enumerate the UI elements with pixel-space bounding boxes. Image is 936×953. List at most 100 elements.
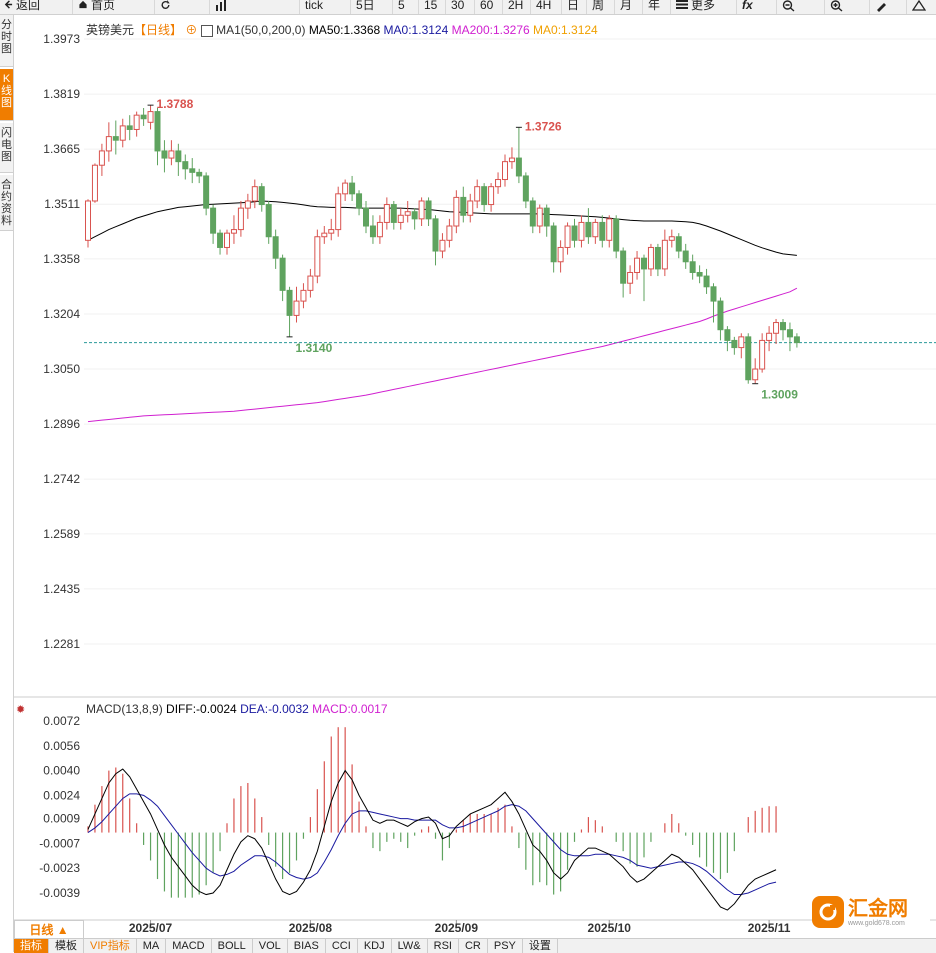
period-button-12[interactable]: 日 xyxy=(567,0,579,14)
candle-body xyxy=(647,246,654,270)
candle-body xyxy=(217,232,224,248)
candle-body xyxy=(773,322,780,334)
period-selector[interactable]: 日线 ▲ xyxy=(14,920,84,940)
candle-body xyxy=(661,239,668,270)
toolbar-label: 返回 xyxy=(16,0,41,12)
sidebar-tab-3[interactable]: 合约资料 xyxy=(0,175,13,231)
period-button-8[interactable]: 30 xyxy=(451,0,464,14)
macd-header: ✹ xyxy=(16,702,25,716)
macd-y-tick-label: -0.0023 xyxy=(39,861,80,875)
back-arrow-button[interactable]: 返回 xyxy=(4,0,40,14)
y-tick-label: 1.3358 xyxy=(43,252,80,266)
target-icon[interactable]: ⊕ xyxy=(185,23,198,37)
candle-body xyxy=(717,300,724,331)
candle-body xyxy=(321,232,328,238)
indicator-tab-1[interactable]: 模板 xyxy=(49,939,84,953)
indicator-tab-7[interactable]: BIAS xyxy=(288,939,326,953)
period-button-6[interactable]: 5 xyxy=(398,0,405,14)
settings-icon[interactable]: ✹ xyxy=(16,704,26,716)
period-button-14[interactable]: 月 xyxy=(620,0,632,14)
candle-body xyxy=(397,214,404,223)
candle-body xyxy=(460,196,467,216)
home-button[interactable]: 首页 xyxy=(78,0,115,14)
indicator-tab-9[interactable]: KDJ xyxy=(358,939,392,953)
candle-body xyxy=(300,289,307,302)
toolbar-separator xyxy=(776,0,777,14)
toolbar-separator xyxy=(736,0,737,14)
period-button-13[interactable]: 周 xyxy=(592,0,604,14)
bar-chart-button[interactable] xyxy=(215,0,229,14)
zoom-out-button[interactable] xyxy=(782,0,795,14)
indicator-tab-11[interactable]: RSI xyxy=(428,939,459,953)
period-button-5[interactable]: 5日 xyxy=(356,0,375,14)
candle-body xyxy=(349,182,356,195)
candle-body xyxy=(689,261,696,273)
candle-body xyxy=(404,211,411,216)
macd-y-tick-label: 0.0024 xyxy=(43,788,80,802)
indicator-tab-13[interactable]: PSY xyxy=(488,939,523,953)
indicator-tab-3[interactable]: MA xyxy=(137,939,167,953)
candle-body xyxy=(453,196,460,227)
indicator-tab-10[interactable]: LW& xyxy=(392,939,428,953)
period-button-11[interactable]: 4H xyxy=(536,0,551,14)
candle-body xyxy=(793,336,800,344)
formula-icon: fx xyxy=(742,0,753,12)
toolbar-separator xyxy=(906,0,907,14)
candle-body xyxy=(411,211,418,220)
indicator-tab-2[interactable]: VIP指标 xyxy=(84,939,137,953)
period-button-15[interactable]: 年 xyxy=(648,0,660,14)
x-tick-label: 2025/10 xyxy=(588,921,632,935)
indicator-tab-8[interactable]: CCI xyxy=(326,939,358,953)
candle-body xyxy=(363,207,369,227)
candle-body xyxy=(224,232,230,248)
triangle-button[interactable] xyxy=(911,0,927,14)
sidebar-tab-2[interactable]: 闪电图 xyxy=(0,123,13,173)
sidebar-tab-1[interactable]: K线图 xyxy=(0,69,13,121)
formula-button[interactable]: fx xyxy=(742,0,753,14)
period-button-9[interactable]: 60 xyxy=(480,0,493,14)
ma200-value: MA200:1.3276 xyxy=(451,23,530,37)
ma200-line xyxy=(87,287,798,423)
pen-button[interactable] xyxy=(875,0,888,14)
candle-body xyxy=(314,236,321,277)
period-button-4[interactable]: tick xyxy=(305,0,323,14)
candle-body xyxy=(265,204,272,238)
toolbar-separator xyxy=(72,0,73,14)
period-tag: 【日线】 xyxy=(134,23,183,37)
macd-macd: MACD:0.0017 xyxy=(312,702,388,716)
toolbar-label: 5 xyxy=(398,0,405,12)
toolbar-separator xyxy=(530,0,531,14)
toolbar-separator xyxy=(586,0,587,14)
toolbar-separator xyxy=(561,0,562,14)
indicator-tab-6[interactable]: VOL xyxy=(253,939,288,953)
indicator-tab-4[interactable]: MACD xyxy=(166,939,212,953)
candle-body xyxy=(578,221,585,241)
indicator-tab-12[interactable]: CR xyxy=(459,939,488,953)
candle-body xyxy=(230,229,237,234)
indicator-icon[interactable] xyxy=(200,24,213,37)
extreme-price-label: 1.3140 xyxy=(296,341,333,355)
candle-body xyxy=(515,157,522,177)
indicator-tab-5[interactable]: BOLL xyxy=(212,939,253,953)
zoom-in-button[interactable] xyxy=(830,0,843,14)
toolbar-separator xyxy=(869,0,870,14)
indicator-tab-0[interactable]: 指标 xyxy=(14,939,49,953)
toolbar-label: 2H xyxy=(508,0,524,12)
period-button-7[interactable]: 15 xyxy=(424,0,437,14)
macd-y-tick-label: 0.0072 xyxy=(43,714,80,728)
toolbar-separator xyxy=(154,0,155,14)
candle-body xyxy=(508,157,515,163)
candle-body xyxy=(550,225,557,263)
toolbar-separator xyxy=(299,0,300,14)
toolbar-label: 月 xyxy=(620,0,633,12)
candle-body xyxy=(766,332,773,341)
toolbar-label: 首页 xyxy=(91,0,116,12)
y-tick-label: 1.2435 xyxy=(43,582,80,596)
refresh-button[interactable] xyxy=(160,0,171,14)
period-button-10[interactable]: 2H xyxy=(508,0,523,14)
candle-body xyxy=(606,218,613,241)
sidebar-tab-0[interactable]: 分时图 xyxy=(0,15,13,67)
menu-button[interactable]: 更多 xyxy=(676,0,715,14)
candle-body xyxy=(425,200,432,220)
indicator-tab-14[interactable]: 设置 xyxy=(523,939,558,953)
